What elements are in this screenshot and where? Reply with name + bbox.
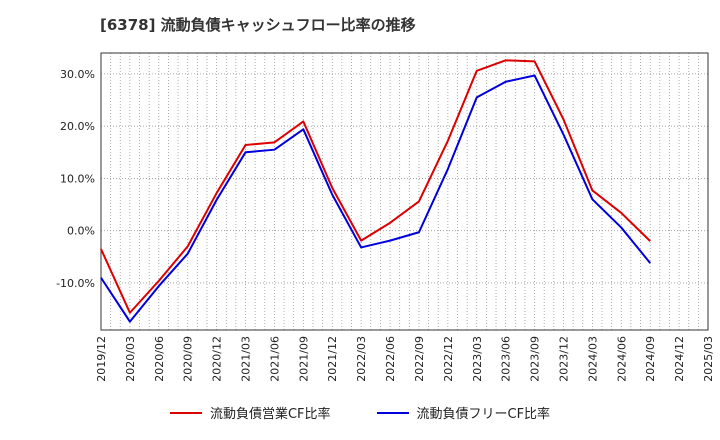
chart-legend: 流動負債営業CF比率 流動負債フリーCF比率: [0, 403, 720, 422]
y-tick-label: 20.0%: [60, 120, 95, 133]
series-line-1: [100, 74, 651, 323]
x-tick-label: 2022/12: [442, 336, 455, 382]
series-line-0: [100, 59, 651, 314]
x-tick-label: 2023/12: [557, 336, 570, 382]
x-tick-label: 2024/06: [615, 336, 628, 382]
x-tick-label: 2020/09: [182, 336, 195, 382]
x-tick-label: 2025/03: [702, 336, 715, 382]
legend-item-free-cf: 流動負債フリーCF比率: [376, 403, 551, 422]
legend-label-operating-cf: 流動負債営業CF比率: [209, 407, 331, 422]
plot-border: [100, 52, 709, 331]
x-tick-label: 2021/06: [268, 336, 281, 382]
x-tick-label: 2024/09: [644, 336, 657, 382]
x-tick-label: 2022/03: [355, 336, 368, 382]
x-tick-label: 2024/03: [586, 336, 599, 382]
x-tick-label: 2021/09: [297, 336, 310, 382]
legend-item-operating-cf: 流動負債営業CF比率: [169, 403, 331, 422]
x-tick-label: 2020/12: [211, 336, 224, 382]
x-tick-label: 2022/06: [384, 336, 397, 382]
chart-title: [6378] 流動負債キャッシュフロー比率の推移: [100, 16, 416, 34]
y-tick-label: 30.0%: [60, 68, 95, 81]
x-tick-label: 2023/09: [529, 336, 542, 382]
x-tick-label: 2020/06: [153, 336, 166, 382]
legend-label-free-cf: 流動負債フリーCF比率: [416, 407, 551, 422]
y-tick-label: 0.0%: [67, 225, 95, 238]
plot-area: [101, 53, 708, 330]
x-tick-label: 2023/06: [500, 336, 513, 382]
x-tick-label: 2019/12: [95, 336, 108, 382]
x-tick-label: 2024/12: [673, 336, 686, 382]
x-tick-label: 2021/12: [326, 336, 339, 382]
legend-swatch-free-cf: [376, 411, 409, 414]
x-tick-label: 2022/09: [413, 336, 426, 382]
legend-swatch-operating-cf: [169, 411, 202, 414]
x-tick-label: 2020/03: [124, 336, 137, 382]
y-tick-label: -10.0%: [56, 277, 95, 290]
x-tick-label: 2023/03: [471, 336, 484, 382]
x-tick-label: 2021/03: [240, 336, 253, 382]
y-tick-label: 10.0%: [60, 172, 95, 185]
